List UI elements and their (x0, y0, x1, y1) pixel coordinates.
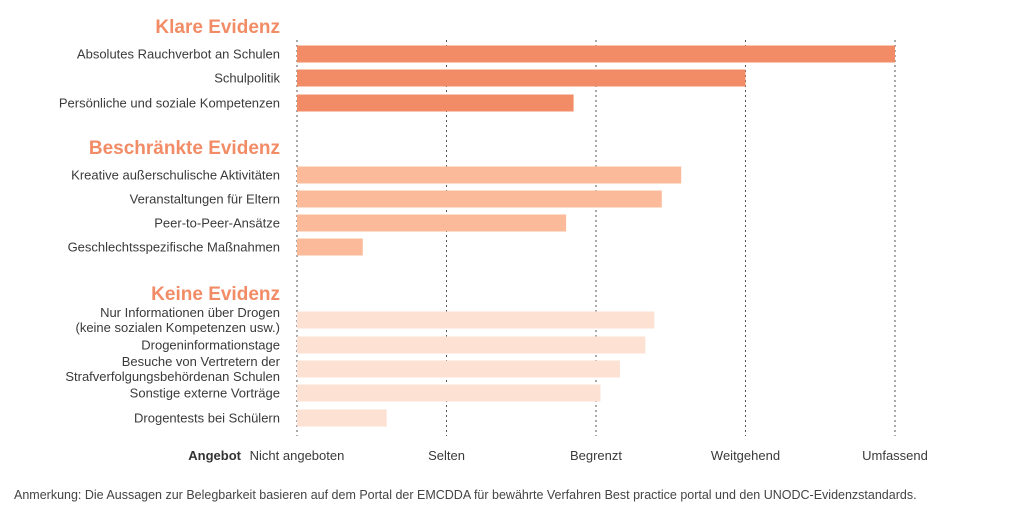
category-label: Nur Informationen über Drogen (100, 305, 280, 320)
x-tick-label: Weitgehend (711, 448, 780, 463)
bar (297, 45, 895, 63)
category-label: (keine sozialen Kompetenzen usw.) (75, 320, 280, 335)
x-tick-label: Nicht angeboten (250, 448, 345, 463)
category-label: Kreative außerschulische Aktivitäten (71, 168, 280, 183)
bar (297, 190, 662, 208)
category-label: Absolutes Rauchverbot an Schulen (77, 47, 280, 62)
bar (297, 336, 646, 354)
bar (297, 238, 363, 256)
bar (297, 69, 746, 87)
group-title: Beschränkte Evidenz (89, 138, 280, 159)
category-label: Geschlechtsspezifische Maßnahmen (68, 240, 280, 255)
bar (297, 409, 387, 427)
category-label: Veranstaltungen für Eltern (130, 192, 280, 207)
x-tick-label: Begrenzt (570, 448, 622, 463)
x-tick-label: Selten (428, 448, 465, 463)
category-label: Sonstige externe Vorträge (130, 386, 280, 401)
category-label: Drogeninformationstage (141, 338, 280, 353)
bar (297, 311, 655, 329)
bar (297, 166, 682, 184)
category-label: Drogentests bei Schülern (134, 411, 280, 426)
category-label: Peer-to-Peer-Ansätze (154, 216, 280, 231)
bar (297, 360, 620, 378)
evidence-bar-chart: Klare Evidenz Absolutes Rauchverbot an Sc… (59, 17, 928, 463)
group-title: Klare Evidenz (155, 17, 280, 38)
category-label: Besuche von Vertretern der (122, 354, 281, 369)
bar (297, 214, 567, 232)
bar (297, 94, 574, 112)
bar (297, 384, 601, 402)
x-tick-label: Umfassend (862, 448, 928, 463)
group-title: Keine Evidenz (151, 284, 280, 305)
x-axis-title: Angebot (188, 448, 241, 463)
category-label: Persönliche und soziale Kompetenzen (59, 96, 280, 111)
category-label: Schulpolitik (214, 71, 280, 86)
footnote: Anmerkung: Die Aussagen zur Belegbarkeit… (14, 488, 917, 502)
category-label: Strafverfolgungsbehördenan Schulen (65, 369, 280, 384)
